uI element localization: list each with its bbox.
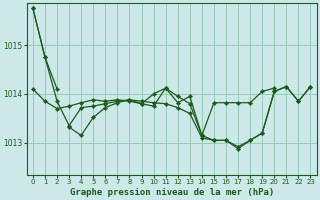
- X-axis label: Graphe pression niveau de la mer (hPa): Graphe pression niveau de la mer (hPa): [69, 188, 274, 197]
